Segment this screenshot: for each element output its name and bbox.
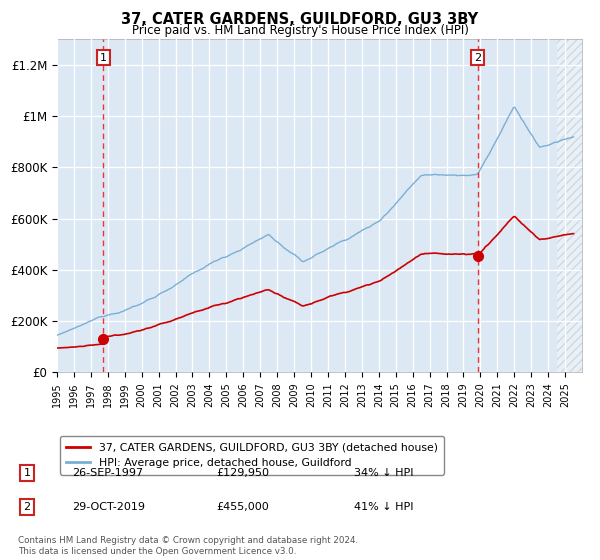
Text: 1: 1 [23,468,31,478]
Text: £455,000: £455,000 [216,502,269,512]
Text: Price paid vs. HM Land Registry's House Price Index (HPI): Price paid vs. HM Land Registry's House … [131,24,469,36]
Text: Contains HM Land Registry data © Crown copyright and database right 2024.
This d: Contains HM Land Registry data © Crown c… [18,536,358,556]
Text: 29-OCT-2019: 29-OCT-2019 [72,502,145,512]
Text: 41% ↓ HPI: 41% ↓ HPI [354,502,413,512]
Text: 37, CATER GARDENS, GUILDFORD, GU3 3BY: 37, CATER GARDENS, GUILDFORD, GU3 3BY [121,12,479,27]
Text: £129,950: £129,950 [216,468,269,478]
Text: 34% ↓ HPI: 34% ↓ HPI [354,468,413,478]
Text: 2: 2 [23,502,31,512]
Legend: 37, CATER GARDENS, GUILDFORD, GU3 3BY (detached house), HPI: Average price, deta: 37, CATER GARDENS, GUILDFORD, GU3 3BY (d… [60,436,444,474]
Text: 26-SEP-1997: 26-SEP-1997 [72,468,143,478]
Text: 1: 1 [100,53,107,63]
Bar [557,39,582,372]
Text: 2: 2 [474,53,481,63]
